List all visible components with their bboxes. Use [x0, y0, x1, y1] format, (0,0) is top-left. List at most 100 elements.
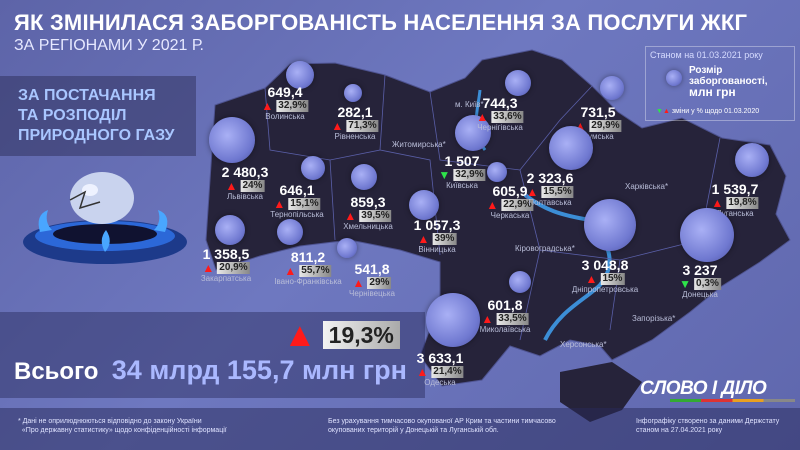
region-name: Черкаська [490, 211, 530, 220]
gas-burner-icon [23, 172, 187, 264]
region-label: 601,8 ▲ 33,5% Миколаївська [480, 298, 531, 335]
region-debt-value: 1 539,7 [711, 181, 759, 197]
region-name: Волинська [265, 112, 305, 121]
footer-source: Інфографіку створено за даними Держстату… [636, 418, 780, 434]
region-debt-value: 605,9 [492, 183, 528, 199]
undisclosed-region-name: Запорізька* [632, 314, 676, 323]
region-change-percent: 15% [600, 273, 625, 285]
arrow-up-icon: ▲ [261, 99, 274, 113]
category-panel: ЗА ПОСТАЧАННЯ ТА РОЗПОДІЛ ПРИРОДНОГО ГАЗ… [0, 76, 196, 156]
region-change-percent: 29% [367, 277, 392, 289]
region-change-percent: 15,5% [541, 186, 574, 198]
arrow-up-icon: ▲ [476, 110, 489, 124]
region-name: Закарпатська [200, 274, 252, 283]
region-label: 3 048,8 ▲ 15% Дніпропетровська [572, 258, 638, 295]
arrow-up-icon: ▲ [352, 276, 365, 290]
region-change-percent: 15,1% [288, 198, 321, 210]
category-line: ТА РОЗПОДІЛ [18, 107, 127, 124]
region-name: Вінницька [418, 245, 456, 254]
region-name: Донецька [682, 290, 718, 299]
region-change-percent: 39% [432, 233, 457, 245]
region-change-percent: 21,4% [431, 366, 464, 378]
region-change-percent: 0,3% [694, 278, 721, 290]
arrow-up-icon: ▲ [417, 232, 430, 246]
region-debt-value: 1 358,5 [202, 246, 250, 262]
arrow-down-icon: ▼ [679, 277, 692, 291]
region-name: Дніпропетровська [571, 285, 639, 294]
region-name: Івано-Франківська [274, 277, 342, 286]
total-label: Всього [14, 358, 99, 385]
region-debt-value: 731,5 [580, 104, 616, 120]
region-name: Київська [446, 181, 478, 190]
region-name: Чернігівська [477, 123, 523, 132]
region-debt-value: 3 237 [682, 262, 718, 278]
region-name: Хмельницька [343, 222, 393, 231]
debt-bubble [505, 70, 531, 96]
region-change-percent: 29,9% [589, 120, 622, 132]
arrow-up-icon: ▲ [273, 197, 286, 211]
region-debt-value: 3 048,8 [581, 257, 629, 273]
arrow-up-icon: ▲ [585, 272, 598, 286]
logo: СЛОВО І ДІЛО [640, 378, 767, 399]
region-debt-value: 859,3 [350, 194, 386, 210]
arrow-down-icon: ▼ [438, 168, 451, 182]
legend-date: Станом на 01.03.2021 року [650, 50, 763, 60]
debt-bubble [735, 143, 769, 177]
region-change-percent: 20,9% [217, 262, 250, 274]
category-line: ЗА ПОСТАЧАННЯ [18, 87, 156, 104]
region-debt-value: 3 633,1 [416, 350, 464, 366]
arrow-up-icon: ▲ [662, 108, 670, 115]
region-debt-value: 1 057,3 [413, 217, 461, 233]
region-change-percent: 33,5% [496, 313, 529, 325]
debt-bubble [584, 199, 636, 251]
arrow-up-icon: ▲ [331, 119, 344, 133]
region-debt-value: 811,2 [290, 249, 326, 265]
arrow-up-icon: ▲ [486, 198, 499, 212]
region-change-percent: 22,9% [501, 199, 534, 211]
debt-bubble [351, 164, 377, 190]
region-label: 731,5 ▲ 29,9% Сумська [574, 104, 622, 142]
debt-bubble [337, 238, 357, 258]
arrow-up-icon: ▲ [284, 264, 297, 278]
region-name: Одеська [424, 378, 456, 387]
total-change: ▲ 19,3% [283, 318, 400, 352]
region-change-percent: 55,7% [299, 265, 332, 277]
undisclosed-region-name: м. Київ* [455, 100, 484, 109]
arrow-up-icon: ▲ [225, 179, 238, 193]
region-name: Чернівецька [349, 289, 395, 298]
footer-note: * Дані не оприлюднюються відповідно до з… [18, 418, 227, 434]
debt-bubble [301, 156, 325, 180]
debt-bubble [215, 215, 245, 245]
arrow-up-icon: ▲ [202, 261, 215, 275]
debt-bubble [600, 76, 624, 100]
arrow-up-icon: ▲ [526, 185, 539, 199]
region-label: 605,9 ▲ 22,9% Черкаська [486, 183, 534, 221]
region-name: Сумська [582, 132, 614, 141]
region-debt-value: 601,8 [487, 297, 523, 313]
region-debt-value: 541,8 [354, 261, 390, 277]
category-line: ПРИРОДНОГО ГАЗУ [18, 127, 175, 144]
region-debt-value: 744,3 [482, 95, 518, 111]
arrow-up-icon: ▲ [574, 119, 587, 133]
arrow-up-icon: ▲ [711, 196, 724, 210]
arrow-up-icon: ▲ [481, 312, 494, 326]
region-label: 811,2 ▲ 55,7% Івано-Франківська [274, 250, 342, 287]
legend-change-label: ▼▲ зміни у % щодо 01.03.2020 [656, 108, 760, 115]
debt-bubble [455, 115, 491, 151]
region-change-percent: 24% [240, 180, 265, 192]
region-label: 282,1 ▲ 71,3% Рівненська [331, 105, 379, 142]
region-label: 1 358,5 ▲ 20,9% Закарпатська [201, 247, 251, 284]
footer: * Дані не оприлюднюються відповідно до з… [0, 408, 800, 450]
undisclosed-region-name: Херсонська* [560, 340, 607, 349]
region-label: 859,3 ▲ 39,5% Хмельницька [343, 195, 393, 232]
region-change-percent: 19,8% [726, 197, 759, 209]
debt-bubble [549, 126, 593, 170]
region-name: Львівська [227, 192, 263, 201]
region-label: 2 480,3 ▲ 24% Львівська [222, 165, 269, 202]
region-label: 3 633,1 ▲ 21,4% Одеська [416, 350, 464, 388]
region-label: 2 323,6 ▲ 15,5% Полтавська [526, 171, 574, 208]
region-label: 3 237 ▼ 0,3% Донецька [679, 263, 721, 300]
arrow-up-icon: ▲ [344, 209, 357, 223]
page-subtitle: ЗА РЕГІОНАМИ У 2021 Р. [14, 37, 204, 54]
region-name: Миколаївська [479, 325, 531, 334]
